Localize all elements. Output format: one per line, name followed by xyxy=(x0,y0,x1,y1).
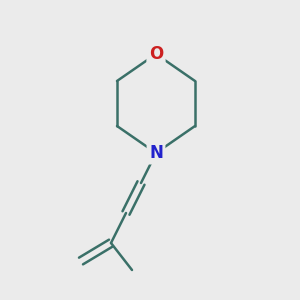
Text: N: N xyxy=(149,144,163,162)
Text: O: O xyxy=(149,45,163,63)
